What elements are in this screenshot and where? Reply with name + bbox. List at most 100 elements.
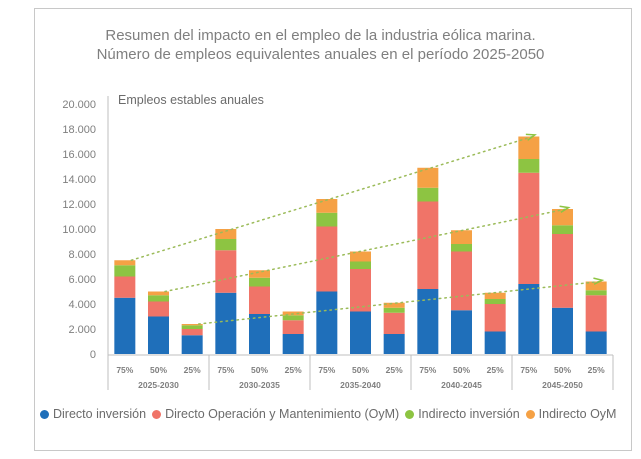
bar-segment-directo-operaci-n-y-mantenimiento-oym [451,251,472,311]
trend-arrowhead [559,205,571,213]
chart-subtitle: Número de empleos equivalentes anuales e… [96,46,545,63]
bar-segment-directo-inversi-n [484,331,506,354]
x-tick-label: 50% [251,365,268,375]
legend-marker [405,409,415,419]
bar-segment-indirecto-inversi-n [316,212,338,227]
bar-segment-directo-inversi-n [350,311,371,354]
bar-segment-directo-operaci-n-y-mantenimiento-oym [518,172,540,284]
bar-segment-directo-inversi-n [148,316,169,354]
bar-segment-directo-inversi-n [417,289,439,354]
bar-segment-directo-operaci-n-y-mantenimiento-oym [350,269,371,312]
x-group-label: 2035-2040 [340,380,381,390]
y-tick-label: 0 [90,349,96,361]
x-tick-label: 50% [453,365,470,375]
legend-item-indirecto-inversion: Indirecto inversión [405,407,520,421]
bar-segment-directo-inversi-n [114,297,136,354]
bar-segment-indirecto-inversi-n [181,325,203,329]
legend-item-indirecto-oym: Indirecto OyM [525,407,617,421]
y-tick-label: 4.000 [68,299,96,311]
bar-segment-directo-inversi-n [552,307,573,354]
trend-arrowhead [525,133,537,141]
y-axis-label: Empleos estables anuales [118,93,264,107]
bar-segment-directo-inversi-n [215,292,237,354]
bar-segment-indirecto-oym [215,229,237,239]
bar-segment-indirecto-oym [451,230,472,244]
bar-segment-indirecto-inversi-n [282,315,304,321]
y-tick-label: 20.000 [62,99,96,111]
bar-segment-indirecto-oym [316,199,338,213]
bar-segment-directo-operaci-n-y-mantenimiento-oym [552,234,573,308]
x-axis-labels: 75% 50% 25% 75% 50% 25% 75% 50% 25% 75% 50% 25% 75% 5… [116,365,605,390]
bar-segment-indirecto-oym [114,260,136,266]
bar-segment-indirecto-inversi-n [114,265,136,277]
x-tick-label: 75% [318,365,335,375]
bar-segment-directo-inversi-n [518,284,540,354]
bar-segment-indirecto-oym [585,281,607,291]
bar-segment-directo-operaci-n-y-mantenimiento-oym [148,301,169,317]
x-tick-label: 50% [554,365,571,375]
y-tick-label: 10.000 [62,224,96,236]
bars [114,136,607,354]
bar-segment-indirecto-oym [148,291,169,296]
x-tick-label: 25% [386,365,403,375]
x-tick-label: 50% [352,365,369,375]
chart-title-line1: Resumen del impacto en el empleo de la i… [105,27,536,44]
x-tick-label: 25% [588,365,605,375]
legend: Directo inversión Directo Operación y Ma… [40,407,622,421]
bar-segment-directo-inversi-n [383,334,405,354]
bar-segment-indirecto-inversi-n [552,225,573,234]
bar-segment-indirecto-oym [249,270,270,278]
y-tick-label: 8.000 [68,249,96,261]
bar-segment-directo-inversi-n [282,334,304,354]
bar-segment-indirecto-inversi-n [148,295,169,302]
legend-label: Indirecto inversión [418,407,520,421]
bar-segment-directo-inversi-n [585,331,607,354]
y-tick-label: 2.000 [68,324,96,336]
x-tick-label: 25% [285,365,302,375]
y-tick-label: 16.000 [62,149,96,161]
bar-segment-indirecto-oym [484,292,506,299]
bar-segment-directo-inversi-n [316,291,338,354]
bar-segment-directo-operaci-n-y-mantenimiento-oym [114,276,136,298]
legend-label: Directo inversión [53,407,147,421]
trend-line [130,135,534,261]
x-group-label: 2025-2030 [138,380,179,390]
bar-segment-indirecto-inversi-n [215,239,237,251]
x-tick-label: 25% [487,365,504,375]
bar-segment-indirecto-inversi-n [249,277,270,287]
chart-title: Resumen del impacto en el empleo de la i… [0,26,641,64]
legend-marker [525,409,535,419]
bar-segment-directo-operaci-n-y-mantenimiento-oym [585,295,607,332]
bar-segment-directo-inversi-n [249,314,270,354]
x-tick-label: 75% [217,365,234,375]
y-axis-ticks: 0 2.000 4.000 6.000 8.000 10.000 12.000 14.000 1… [62,99,96,361]
bar-segment-directo-inversi-n [451,310,472,354]
legend-marker [152,409,162,419]
legend-label: Indirecto OyM [538,407,617,421]
bar-segment-directo-operaci-n-y-mantenimiento-oym [484,304,506,332]
x-group-label: 2030-2035 [239,380,280,390]
bar-segment-directo-operaci-n-y-mantenimiento-oym [215,250,237,293]
x-tick-label: 75% [520,365,537,375]
bar-segment-indirecto-inversi-n [451,244,472,252]
bar-segment-directo-operaci-n-y-mantenimiento-oym [383,312,405,334]
x-group-label: 2040-2045 [441,380,482,390]
bar-segment-indirecto-oym [552,209,573,226]
y-tick-label: 6.000 [68,274,96,286]
trend-line [164,208,568,293]
legend-item-directo-inversion: Directo inversión [40,407,146,421]
bar-segment-indirecto-inversi-n [350,261,371,269]
bar-segment-indirecto-oym [417,167,439,188]
x-tick-label: 75% [116,365,133,375]
bar-segment-indirecto-inversi-n [484,299,506,304]
bar-segment-indirecto-inversi-n [417,187,439,202]
legend-label: Directo Operación y Mantenimiento (OyM) [165,407,400,421]
trend-line [197,280,601,325]
bar-segment-indirecto-oym [518,136,540,159]
axes [107,96,614,390]
bar-segment-indirecto-inversi-n [383,307,405,313]
bar-segment-indirecto-oym [383,302,405,308]
legend-marker [40,409,49,419]
x-tick-label: 50% [150,365,167,375]
